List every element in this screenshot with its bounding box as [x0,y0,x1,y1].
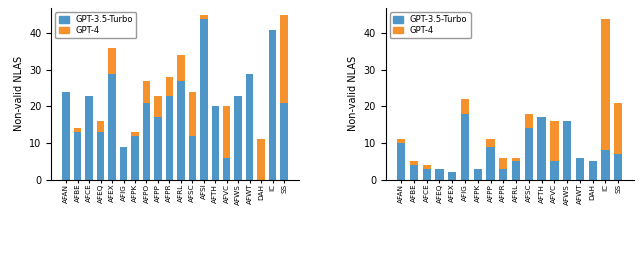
Bar [589,161,597,180]
Bar [563,121,572,180]
Bar [223,106,230,158]
Bar [576,158,584,180]
Bar [512,158,520,161]
Bar [280,103,288,180]
Bar [154,96,162,117]
Bar [97,121,104,132]
Bar [269,30,276,180]
Bar [257,139,265,180]
Bar [499,169,508,180]
Bar [189,136,196,180]
Bar [410,161,418,165]
Bar [177,81,184,180]
Bar [486,147,495,180]
Bar [154,117,162,180]
Bar [63,92,70,180]
Bar [499,158,508,169]
Bar [143,103,150,180]
Bar [422,165,431,169]
Bar [120,147,127,180]
Bar [397,143,405,180]
Bar [614,103,622,154]
Bar [108,48,116,74]
Legend: GPT-3.5-Turbo, GPT-4: GPT-3.5-Turbo, GPT-4 [390,12,471,39]
Bar [461,99,469,114]
Bar [397,139,405,143]
Bar [166,96,173,180]
Bar [223,158,230,180]
Bar [601,150,609,180]
Bar [410,165,418,180]
Bar [474,169,482,180]
Bar [131,136,139,180]
Bar [189,92,196,136]
Bar [525,128,533,180]
Bar [108,74,116,180]
Bar [177,55,184,81]
Bar [538,117,546,180]
Y-axis label: Non-valid NLAS: Non-valid NLAS [348,56,358,131]
Y-axis label: Non-valid NLAS: Non-valid NLAS [13,56,24,131]
Bar [246,74,253,180]
Bar [525,114,533,128]
Bar [550,161,559,180]
Bar [200,15,207,19]
Bar [74,132,81,180]
Bar [461,114,469,180]
Bar [280,15,288,103]
Bar [486,139,495,147]
Bar [234,96,242,180]
Bar [550,121,559,161]
Bar [97,132,104,180]
Bar [211,106,219,180]
Bar [74,128,81,132]
Bar [166,77,173,96]
Bar [131,132,139,136]
Bar [200,19,207,180]
Bar [448,172,456,180]
Bar [143,81,150,103]
Bar [85,96,93,180]
Bar [614,154,622,180]
Bar [435,169,444,180]
Legend: GPT-3.5-Turbo, GPT-4: GPT-3.5-Turbo, GPT-4 [56,12,136,39]
Bar [601,19,609,150]
Bar [422,169,431,180]
Bar [512,161,520,180]
